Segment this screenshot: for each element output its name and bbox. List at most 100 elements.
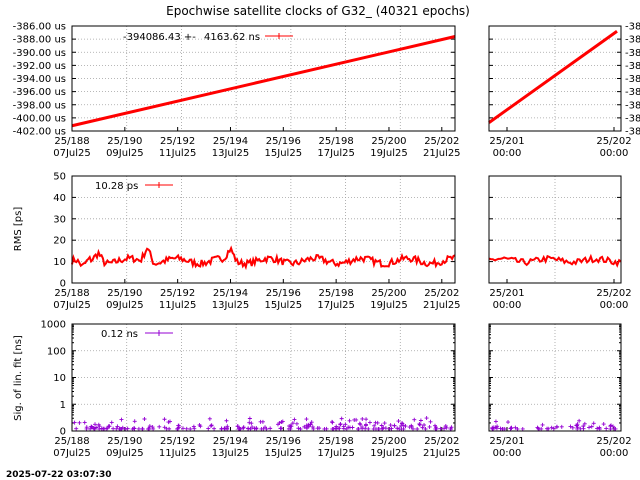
clock-main-xtick-date: 17Jul25 (317, 148, 355, 159)
sig-side-point (577, 418, 582, 423)
sig-point (106, 424, 111, 429)
sig-point (164, 426, 169, 431)
sig-point (330, 426, 335, 431)
clock-main-xtick-date: 09Jul25 (106, 148, 144, 159)
sig-side-point (559, 424, 564, 429)
sig-main-xtick-label: 25/196 (266, 436, 301, 447)
clock-main-xtick-label: 25/200 (371, 136, 406, 147)
sig-point (249, 421, 254, 426)
sig-point (279, 426, 284, 431)
sig-point (395, 426, 400, 431)
sig-point (131, 426, 136, 431)
sig-main-xtick-date: 09Jul25 (106, 448, 144, 459)
clock-main-xtick-date: 21Jul25 (423, 148, 461, 159)
clock-main-xtick-label: 25/202 (424, 136, 459, 147)
sig-point (279, 419, 284, 424)
sig-legend-label: 0.12 ns (101, 329, 138, 340)
sig-main-xtick-date: 15Jul25 (265, 448, 303, 459)
sig-point (420, 425, 425, 430)
sig-point (162, 417, 167, 422)
sig-point (311, 426, 316, 431)
sig-side-point (493, 419, 498, 424)
sig-main-xtick-label: 25/188 (54, 436, 89, 447)
clock-main-ytick-label: -398.00 us (13, 100, 66, 111)
sig-point (396, 419, 401, 424)
sig-point (208, 423, 213, 428)
sig-point (443, 423, 448, 428)
clock-main-xtick-label: 25/192 (160, 136, 195, 147)
sig-side-point (549, 425, 554, 430)
sig-point (306, 422, 311, 427)
sig-point (304, 417, 309, 422)
rms-side-frame (488, 175, 622, 284)
sig-point (147, 424, 152, 429)
sig-side-point (595, 426, 600, 431)
sig-point (140, 426, 145, 431)
clock-side-ytick-label: -388 (625, 113, 640, 124)
clock-main-xtick-date: 19Jul25 (370, 148, 408, 159)
sig-side-point (551, 426, 556, 431)
rms-main-frame (71, 175, 456, 284)
sig-main-xtick-date: 13Jul25 (212, 448, 250, 459)
sig-point (222, 426, 227, 431)
clock-side-ytick-label: -387 (625, 35, 640, 46)
sig-point (371, 427, 376, 431)
chart-title: Epochwise satellite clocks of G32_ (4032… (166, 4, 470, 18)
sig-point (82, 420, 87, 425)
sig-main-xtick-date: 07Jul25 (53, 448, 91, 459)
clock-main-ytick-label: -386.00 us (13, 22, 66, 33)
rms-main-ytick-label: 10 (53, 257, 66, 268)
clock-side-ytick-label: -388 (625, 127, 640, 138)
sig-point (89, 424, 94, 429)
clock-side-ytick-label: -388 (625, 74, 640, 85)
sig-point (109, 420, 114, 425)
clock-side-frame (488, 25, 622, 132)
sig-point (363, 422, 368, 427)
sig-side-point (587, 425, 592, 430)
sig-side-point (494, 426, 499, 431)
sig-side-point (575, 426, 580, 431)
sig-side-point (570, 425, 575, 430)
sig-point (97, 424, 102, 429)
sig-point (360, 425, 365, 430)
sig-point (120, 425, 125, 430)
clock-side-ytick-label: -387 (625, 61, 640, 72)
sig-point (407, 425, 412, 430)
sig-point (388, 423, 393, 428)
sig-point (123, 426, 128, 431)
rms-main-xtick-date: 09Jul25 (106, 300, 144, 311)
sig-point (94, 425, 99, 430)
clock-main-xtick-label: 25/196 (266, 136, 301, 147)
sig-side-point (601, 422, 606, 427)
sig-point (367, 420, 372, 425)
sig-point (346, 425, 351, 430)
sig-point (449, 425, 454, 430)
sig-point (357, 421, 362, 426)
sig-point (119, 417, 124, 422)
sig-point (302, 424, 307, 429)
sig-point (88, 426, 93, 431)
sig-point (180, 426, 185, 431)
clock-main-ytick-label: -392.00 us (13, 61, 66, 72)
rms-series (71, 245, 456, 271)
rms-main-xtick-date: 13Jul25 (212, 300, 250, 311)
sig-main-xtick-date: 19Jul25 (370, 448, 408, 459)
sig-point (379, 423, 384, 428)
sig-point (424, 416, 429, 421)
sig-point (358, 422, 363, 427)
sig-point (188, 427, 193, 431)
sig-side-point (537, 427, 542, 431)
rms-main-ytick-label: 50 (53, 172, 66, 183)
sig-point (248, 427, 253, 431)
sig-point (308, 422, 313, 427)
rms-main-xtick-label: 25/200 (371, 288, 406, 299)
sig-main-ytick-label: 1 (60, 400, 66, 411)
sig-side-point (574, 423, 579, 428)
sig-point (355, 426, 360, 431)
sig-side-point (491, 426, 496, 431)
rms-main-ytick-label: 20 (53, 236, 66, 247)
sig-point (264, 427, 269, 431)
clock-side-ytick-label: -388 (625, 87, 640, 98)
clock-main-xtick-label: 25/198 (319, 136, 354, 147)
sig-point (442, 426, 447, 431)
